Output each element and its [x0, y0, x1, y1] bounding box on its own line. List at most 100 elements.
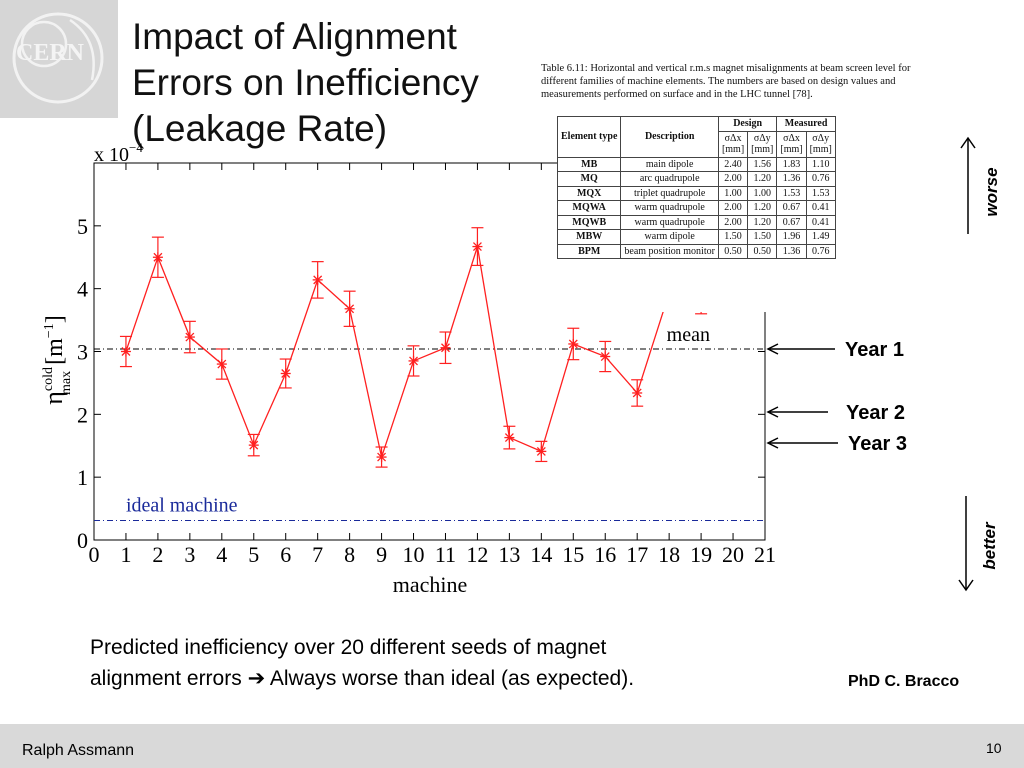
header-measured: Measured: [776, 116, 836, 132]
x-tick-label: 16: [594, 542, 616, 567]
marker: [313, 275, 323, 285]
x-tick-label: 0: [89, 542, 100, 567]
x-tick-label: 2: [152, 542, 163, 567]
marker: [153, 252, 163, 262]
data-point: [407, 345, 420, 377]
data-point: [279, 358, 292, 389]
table-row: MBW warm dipole 1.50 1.50 1.96 1.49: [556, 229, 836, 245]
x-tick-label: 17: [626, 542, 648, 567]
marker: [121, 347, 131, 356]
y-tick-label: 5: [77, 214, 88, 239]
subheader-measured-y: σΔy [mm]: [805, 130, 836, 158]
x-tick-label: 18: [658, 542, 680, 567]
marker: [281, 369, 291, 378]
x-tick-label: 5: [248, 542, 259, 567]
caption-line-1: Predicted inefficiency over 20 different…: [90, 636, 607, 659]
title-line-2: (Leakage Rate): [132, 108, 388, 149]
x-tick-label: 1: [120, 542, 131, 567]
scale-base: x 10: [94, 144, 129, 166]
x-tick-label: 12: [466, 542, 488, 567]
marker: [185, 332, 195, 342]
table-caption: Table 6.11: Horizontal and vertical r.m.…: [541, 63, 911, 100]
axis-scale-label: x 10−4: [94, 140, 143, 166]
table-row: MQWB warm quadrupole 2.00 1.20 0.67 0.41: [556, 214, 836, 230]
x-axis-title: machine: [393, 572, 468, 597]
table-row: MQX triplet quadrupole 1.00 1.00 1.53 1.53: [556, 185, 836, 201]
slide-caption: Predicted inefficiency over 20 different…: [90, 632, 790, 694]
credit-label: PhD C. Bracco: [848, 673, 960, 690]
data-point: [503, 425, 516, 450]
marker: [409, 356, 418, 366]
y-tick-label: 4: [77, 277, 88, 302]
worse-label: worse: [982, 167, 1001, 217]
header-element-type: Element type: [556, 116, 622, 158]
x-tick-label: 8: [344, 542, 355, 567]
header-design: Design: [717, 116, 778, 132]
page-number: 10: [986, 740, 1002, 756]
y-title-sup: cold: [41, 367, 56, 391]
logo-text: CERN: [16, 40, 85, 66]
title-line-1: Impact of Alignment Errors on Inefficien…: [132, 16, 479, 103]
header-description: Description: [620, 116, 719, 158]
data-point: [311, 261, 324, 299]
ideal-label: ideal machine: [126, 495, 238, 517]
misalignment-table-figure: Table 6.11: Horizontal and vertical r.m.…: [535, 62, 941, 312]
table-row: MQ arc quadrupole 2.00 1.20 1.36 0.76: [556, 171, 836, 187]
marker: [568, 339, 578, 349]
worse-arrowhead: [960, 136, 976, 149]
data-point: [535, 440, 548, 463]
x-axis: 0 1 2 3 4 5 6 7 8 9 10 11 12 13 14 15 16 17 18 19 20 21: [89, 163, 776, 567]
better-arrowhead: [958, 579, 974, 592]
y-axis-title: ηcold max [m−1]: [39, 315, 74, 404]
data-point: [567, 327, 580, 361]
x-tick-label: 11: [435, 542, 456, 567]
marker: [632, 388, 642, 398]
reference-lines: mean ideal machine: [94, 324, 765, 522]
y-title-symbol: η: [39, 391, 68, 405]
data-point: [247, 433, 260, 457]
y-tick-label: 3: [77, 340, 88, 365]
subheader-design-x: σΔx [mm]: [717, 130, 749, 158]
table-row: MB main dipole 2.40 1.56 1.83 1.10: [556, 156, 836, 172]
series-line: [125, 246, 734, 460]
y-title-unit: [m: [42, 338, 68, 365]
marker: [504, 433, 514, 443]
table-row: BPM beam position monitor 0.50 0.50 1.36 0.76: [556, 243, 836, 259]
table-row: MQWA warm quadrupole 2.00 1.20 0.67 0.41: [556, 200, 836, 216]
slide-title: Impact of Alignment Errors on Inefficien…: [132, 14, 552, 152]
footer-author: Ralph Assmann: [22, 742, 135, 759]
data-point: [631, 379, 644, 407]
y-tick-label: 0: [77, 528, 88, 553]
y-tick-label: 2: [77, 402, 88, 427]
data-series: [119, 227, 740, 468]
y-tick-label: 1: [77, 465, 88, 490]
year-3-label: Year 3: [848, 433, 907, 455]
table-wrapper: Element type Description Design Measured…: [556, 116, 941, 312]
x-tick-label: 13: [498, 542, 520, 567]
marker: [472, 242, 482, 252]
x-tick-label: 15: [562, 542, 584, 567]
caption-line-2b: Always worse than ideal (as expected).: [269, 667, 635, 690]
data-point: [375, 446, 388, 468]
data-point: [119, 335, 132, 368]
x-tick-label: 14: [530, 542, 552, 567]
x-tick-label: 19: [690, 542, 712, 567]
y-title-unit-exp: −1: [42, 323, 57, 338]
data-point: [215, 348, 228, 380]
x-tick-label: 20: [722, 542, 744, 567]
right-arrow-icon: ➔: [247, 667, 266, 690]
marker: [249, 440, 259, 450]
better-label: better: [980, 522, 999, 570]
data-point: [151, 236, 164, 278]
x-tick-label: 7: [312, 542, 323, 567]
marker: [600, 352, 610, 361]
x-tick-label: 3: [184, 542, 195, 567]
scale-exponent: −4: [129, 140, 143, 155]
marker: [536, 446, 546, 456]
data-point: [439, 331, 452, 365]
marker: [345, 304, 355, 314]
marker: [217, 359, 227, 369]
year-2-label: Year 2: [846, 402, 905, 424]
